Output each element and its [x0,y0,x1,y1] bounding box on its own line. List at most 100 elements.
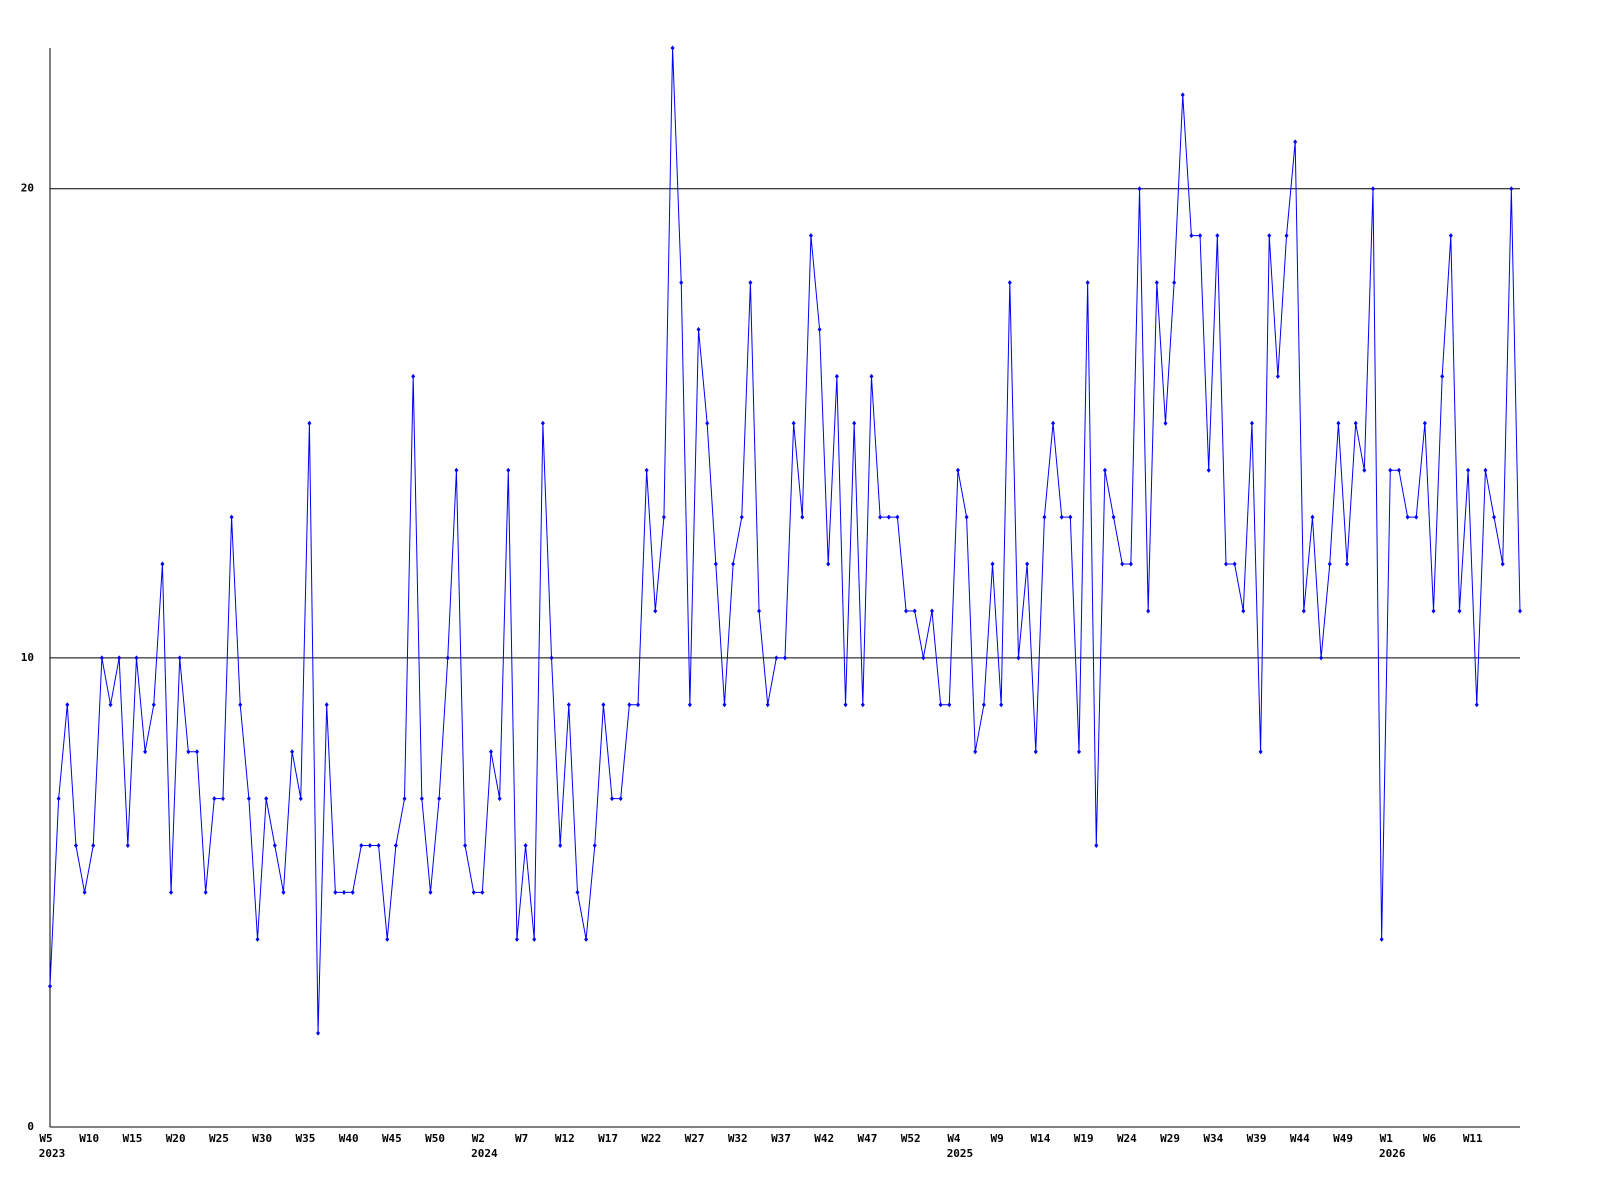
data-point [186,749,191,755]
data-point [947,702,952,708]
data-point [117,655,122,661]
data-point [1396,467,1401,473]
data-point [532,936,537,942]
data-point [160,561,165,567]
x-tick-label: W20 [166,1132,186,1145]
data-point [229,514,234,520]
data-point [255,936,260,942]
data-point [1345,561,1350,567]
data-point [1371,186,1375,192]
data-point [774,655,779,661]
y-tick-label: 0 [27,1120,34,1133]
data-point [1293,139,1298,145]
data-point [739,514,744,520]
data-point [333,889,338,895]
data-point [661,514,666,520]
x-tick-label: W35 [295,1132,315,1145]
data-point [1232,561,1237,567]
x-tick-label: W27 [685,1132,705,1145]
data-point [731,561,736,567]
data-point [955,467,960,473]
data-point [566,702,571,708]
data-point [627,702,632,708]
x-year-label: 2024 [471,1147,498,1160]
x-tick-label: W30 [252,1132,272,1145]
data-point [1448,233,1453,239]
data-point [108,702,113,708]
x-tick-label: W11 [1463,1132,1483,1145]
x-tick-label: W1 [1380,1132,1394,1145]
x-tick-label: W15 [123,1132,143,1145]
data-point [748,280,753,286]
data-point [65,702,70,708]
x-tick-label: W9 [991,1132,1004,1145]
data-point [869,373,874,379]
data-point [1353,420,1358,426]
data-point [687,702,692,708]
data-point [342,889,346,895]
data-point [843,702,848,708]
data-point [463,843,468,849]
data-point [1500,561,1505,567]
data-point [705,420,710,426]
data-point [800,514,805,520]
data-point [82,889,87,895]
x-tick-label: W24 [1117,1132,1137,1145]
data-point [203,889,208,895]
data-point [921,655,926,661]
x-tick-label: W12 [555,1132,575,1145]
data-point [610,796,615,802]
data-point [834,373,839,379]
data-point [1275,373,1280,379]
data-point [1301,608,1306,614]
x-tick-label: W45 [382,1132,402,1145]
data-point [1215,233,1220,239]
data-point [1457,608,1462,614]
data-point [1189,233,1194,239]
x-tick-label: W17 [598,1132,618,1145]
data-point [540,420,545,426]
x-year-label: 2025 [947,1147,974,1160]
data-point [1440,373,1445,379]
data-point [1258,749,1263,755]
data-point [99,655,104,661]
data-point [1146,608,1151,614]
data-point [125,843,130,849]
data-point [1085,280,1090,286]
data-point [791,420,796,426]
data-point [679,280,684,286]
data-point [852,420,857,426]
data-point [497,796,502,802]
data-point [264,796,269,802]
data-point [359,843,364,849]
data-point [402,796,407,802]
data-point [549,655,554,661]
data-point [506,467,511,473]
data-point [1241,608,1246,614]
data-point [523,843,528,849]
data-point [1102,467,1107,473]
data-point [91,843,96,849]
data-point [878,514,883,520]
data-point [1509,186,1514,192]
x-tick-label: W4 [947,1132,961,1145]
data-point [324,702,329,708]
x-tick-label: W40 [339,1132,359,1145]
data-point [696,326,701,332]
data-point [73,843,78,849]
x-tick-label: W2 [472,1132,485,1145]
x-year-label: 2023 [39,1147,66,1160]
y-tick-label: 20 [21,182,34,195]
data-point [56,796,61,802]
data-point [151,702,156,708]
data-point [1016,655,1021,661]
data-point [964,514,969,520]
data-point [1120,561,1125,567]
x-tick-label: W44 [1290,1132,1310,1145]
data-point [437,796,442,802]
data-point [514,936,519,942]
data-point [376,843,381,849]
y-tick-label: 10 [21,651,34,664]
data-point [272,843,277,849]
